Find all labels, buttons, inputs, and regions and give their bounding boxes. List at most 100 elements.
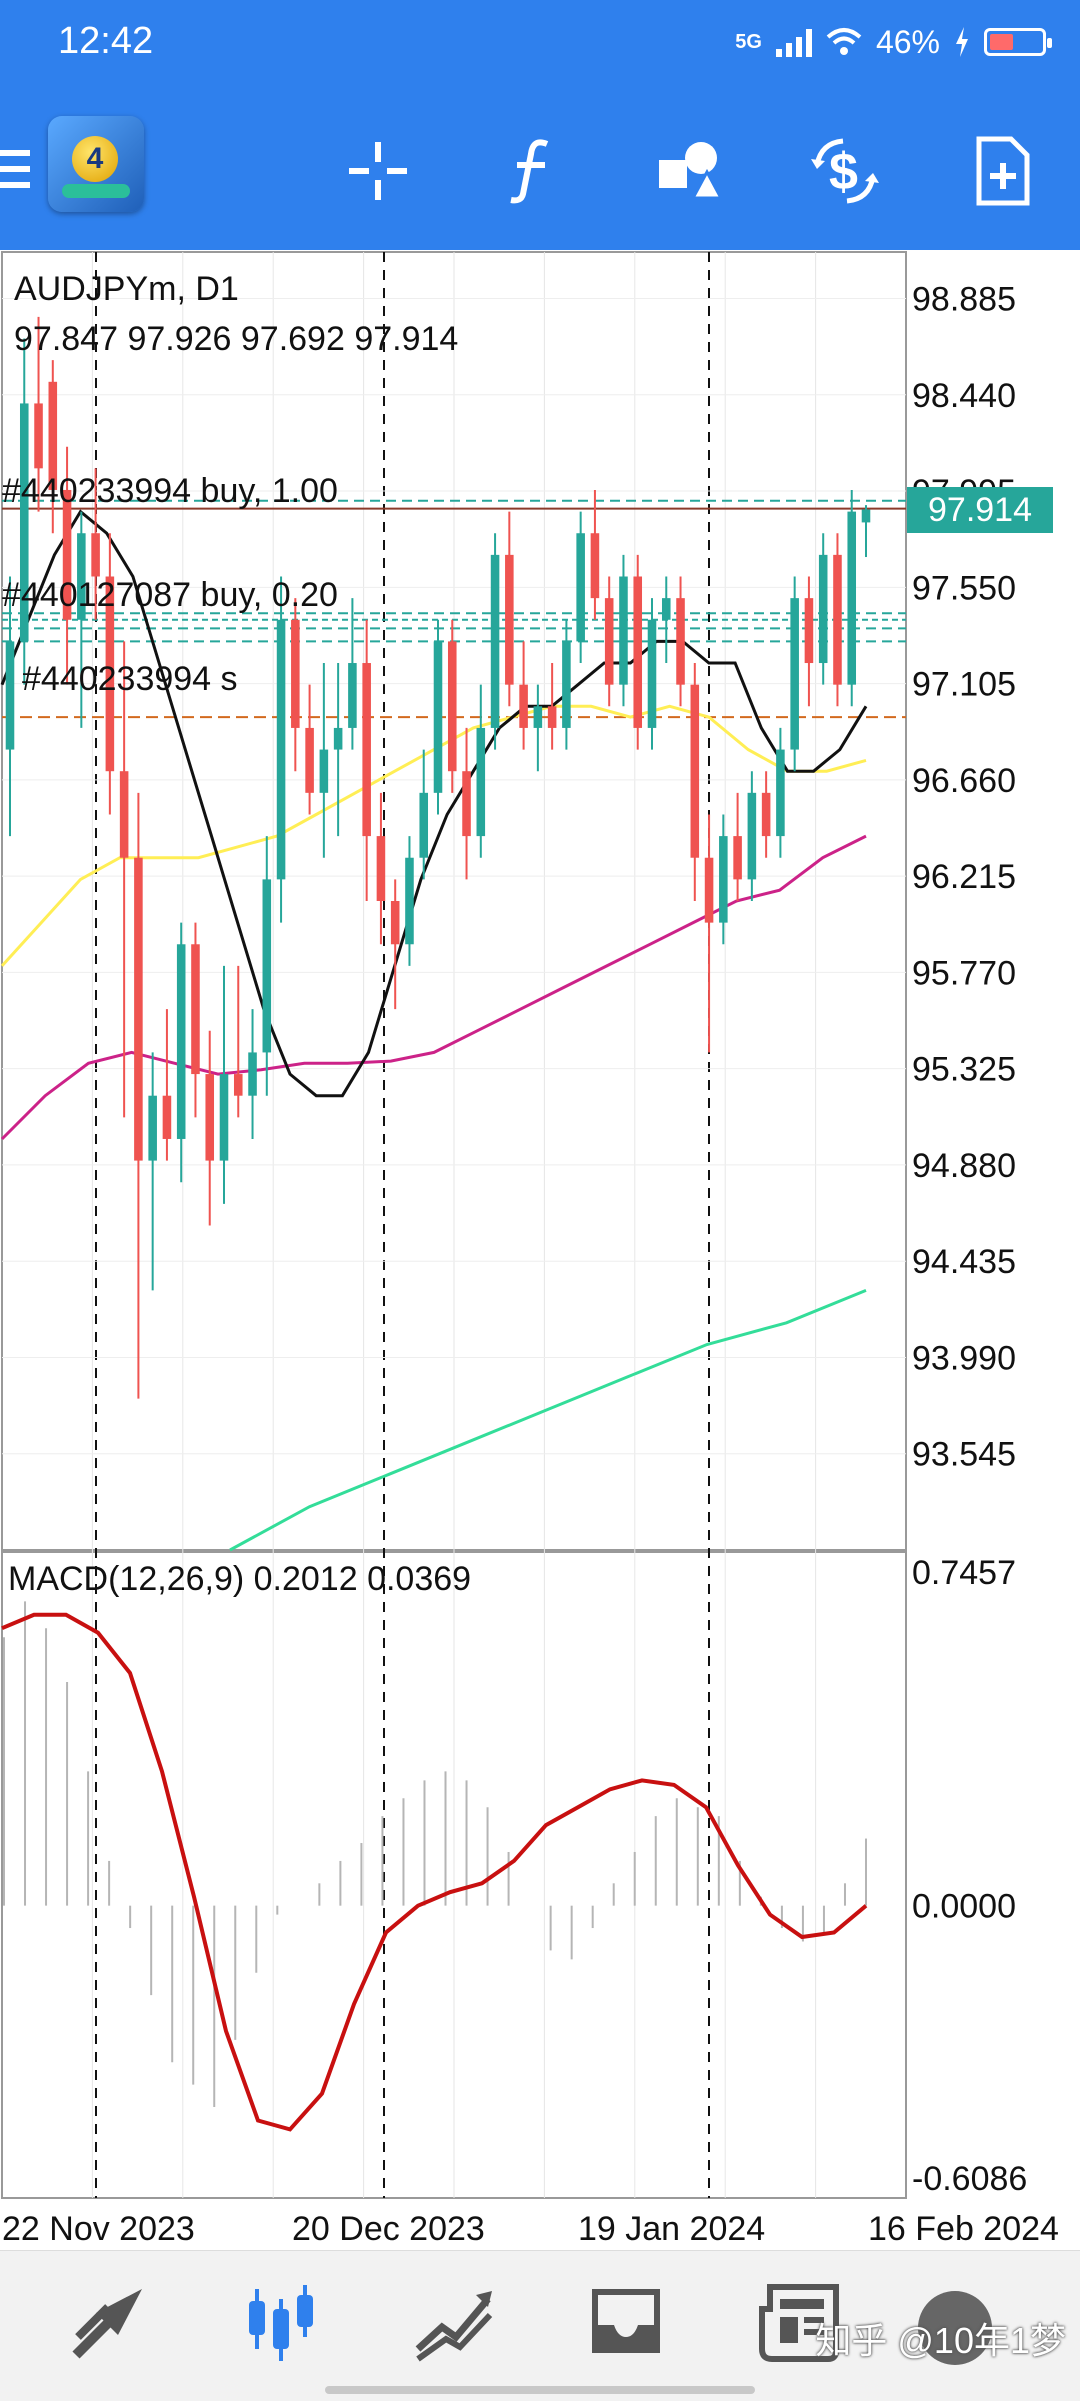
date-axis-label: 19 Jan 2024 bbox=[578, 2210, 765, 2248]
candle-body bbox=[704, 857, 714, 923]
candle-body bbox=[419, 792, 429, 858]
candle-body bbox=[77, 533, 86, 620]
candle-body bbox=[348, 663, 357, 728]
candle-body bbox=[690, 684, 700, 858]
dollar-arrows-icon: $ bbox=[811, 138, 879, 204]
candle-body bbox=[176, 944, 186, 1139]
nav-chart[interactable] bbox=[233, 2273, 329, 2369]
price-axis-label: 93.545 bbox=[912, 1436, 1016, 1474]
candle-body bbox=[462, 771, 471, 837]
candle-body bbox=[191, 944, 200, 1075]
candle-body bbox=[490, 554, 500, 728]
wifi-icon bbox=[826, 28, 862, 55]
order-label-3: #440233994 s bbox=[22, 660, 238, 698]
candle-body bbox=[119, 771, 129, 858]
candle-body bbox=[476, 727, 486, 837]
candle-body bbox=[633, 576, 643, 728]
status-indicators: 5G 46% bbox=[735, 22, 1052, 62]
candle-body bbox=[362, 663, 371, 837]
candle-body bbox=[818, 554, 828, 664]
candle-body bbox=[761, 792, 771, 837]
status-bar: 12:42 5G 46% bbox=[0, 0, 1080, 86]
newspaper-icon bbox=[759, 2284, 839, 2362]
candle-body bbox=[276, 619, 286, 880]
date-axis-label: 16 Feb 2024 bbox=[868, 2210, 1059, 2248]
candle-body bbox=[776, 749, 785, 837]
order-label-2: #440127087 buy, 0.20 bbox=[2, 576, 338, 614]
candle-body bbox=[576, 533, 585, 642]
nav-history[interactable] bbox=[578, 2273, 674, 2369]
candle-body bbox=[105, 576, 115, 772]
bottom-nav bbox=[0, 2250, 1080, 2401]
new-document-icon bbox=[976, 136, 1030, 206]
trend-lines-icon bbox=[415, 2291, 493, 2362]
charging-icon bbox=[956, 27, 968, 57]
candle-body bbox=[547, 706, 557, 728]
price-axis-label: 96.660 bbox=[912, 762, 1016, 800]
crosshair-icon bbox=[349, 142, 407, 200]
candle-body bbox=[62, 489, 72, 620]
candle-body bbox=[233, 1074, 243, 1096]
quotes-arrows-icon bbox=[72, 2289, 142, 2359]
function-icon bbox=[510, 139, 549, 204]
menu-icon[interactable] bbox=[0, 146, 32, 192]
battery-icon bbox=[984, 28, 1052, 56]
candle-body bbox=[505, 554, 514, 685]
candle-body bbox=[790, 598, 799, 750]
crosshair-button[interactable] bbox=[333, 126, 423, 216]
candle-body bbox=[333, 727, 343, 750]
candle-body bbox=[319, 749, 329, 793]
candle-body bbox=[405, 857, 414, 945]
ma-line-fast bbox=[0, 509, 868, 1098]
macd-signal-line bbox=[1, 1612, 868, 2132]
candle-body bbox=[861, 509, 871, 523]
price-axis-label: 95.325 bbox=[912, 1051, 1016, 1089]
nav-quotes[interactable] bbox=[62, 2273, 158, 2369]
status-time: 12:42 bbox=[58, 20, 154, 62]
macd-axis-label: 0.7457 bbox=[912, 1554, 1016, 1592]
signal-icon bbox=[775, 27, 812, 57]
candle-body bbox=[590, 533, 600, 599]
candle-body bbox=[390, 901, 400, 945]
price-chart[interactable]: 98.88598.44097.99597.55097.10596.66096.2… bbox=[0, 250, 1080, 2250]
macd-axis-label: -0.6086 bbox=[912, 2160, 1027, 2198]
candle-body bbox=[604, 598, 614, 685]
indicators-button[interactable] bbox=[488, 126, 578, 216]
candle-body bbox=[34, 403, 43, 469]
candle-body bbox=[91, 533, 100, 577]
symbol-timeframe-label: AUDJPYm, D1 bbox=[14, 270, 239, 308]
candle-body bbox=[134, 857, 143, 1161]
candlestick-icon bbox=[249, 2285, 313, 2361]
candle-body bbox=[533, 706, 543, 728]
nav-news[interactable] bbox=[752, 2273, 848, 2369]
date-axis-label: 20 Dec 2023 bbox=[292, 2210, 485, 2248]
objects-button[interactable] bbox=[645, 126, 735, 216]
ohlc-values-label: 97.847 97.926 97.692 97.914 bbox=[14, 320, 459, 358]
price-axis-label: 96.215 bbox=[912, 858, 1016, 896]
price-axis-label: 94.435 bbox=[912, 1243, 1016, 1281]
price-axis-label: 98.440 bbox=[912, 377, 1016, 415]
candle-body bbox=[447, 641, 457, 772]
candle-body bbox=[262, 879, 272, 1053]
macd-axis-label: 0.0000 bbox=[912, 1888, 1016, 1926]
candle-body bbox=[804, 598, 814, 664]
nav-trade[interactable] bbox=[406, 2273, 502, 2369]
ma-line-long bbox=[229, 1289, 867, 1552]
candle-body bbox=[205, 1074, 215, 1161]
candle-body bbox=[291, 619, 300, 728]
candle-body bbox=[747, 792, 757, 880]
candle-body bbox=[19, 403, 29, 642]
price-axis-label: 98.885 bbox=[912, 281, 1016, 319]
candle-body bbox=[162, 1095, 172, 1139]
candle-body bbox=[833, 554, 842, 685]
price-axis-label: 97.105 bbox=[912, 666, 1016, 704]
trade-button[interactable]: $ bbox=[800, 126, 890, 216]
chart-area[interactable]: 98.88598.44097.99597.55097.10596.66096.2… bbox=[0, 250, 1080, 2250]
mt4-logo-icon[interactable]: 4 bbox=[48, 116, 144, 212]
watermark-text: 知乎 @10年1梦 bbox=[815, 2320, 1066, 2361]
new-order-button[interactable] bbox=[958, 126, 1048, 216]
avatar[interactable] bbox=[918, 2291, 992, 2365]
candle-body bbox=[305, 727, 314, 793]
candle-body bbox=[719, 836, 728, 923]
shapes-icon bbox=[659, 142, 724, 200]
